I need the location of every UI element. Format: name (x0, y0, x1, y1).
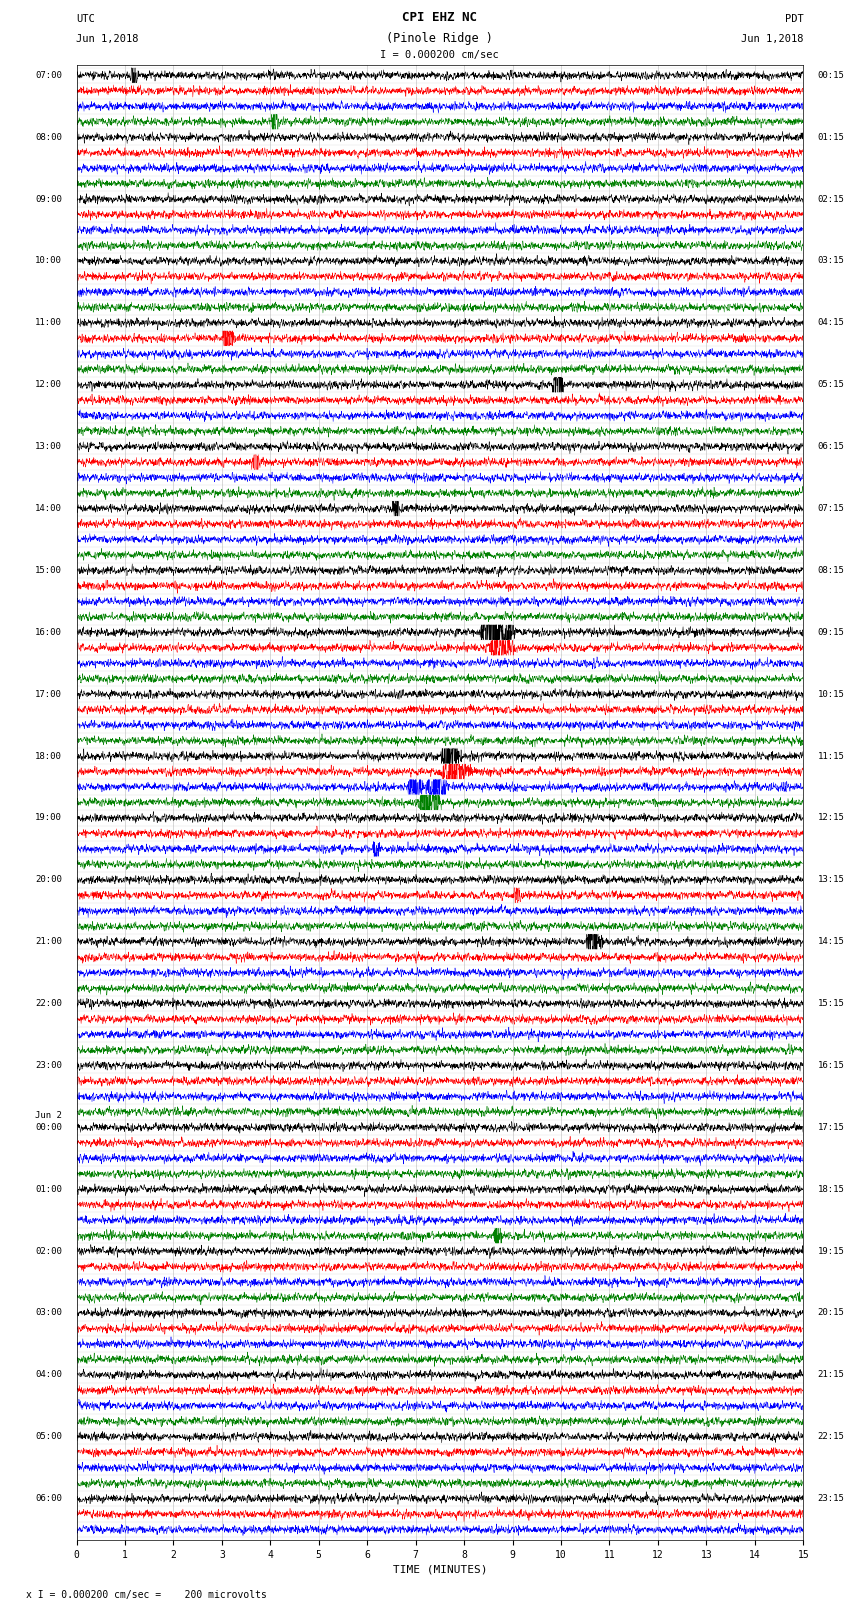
Text: 09:00: 09:00 (35, 195, 62, 203)
Text: 21:15: 21:15 (818, 1371, 845, 1379)
Text: 15:15: 15:15 (818, 998, 845, 1008)
Text: 09:15: 09:15 (818, 627, 845, 637)
Text: 08:15: 08:15 (818, 566, 845, 574)
Text: 20:15: 20:15 (818, 1308, 845, 1318)
Text: 14:00: 14:00 (35, 503, 62, 513)
Text: 23:15: 23:15 (818, 1494, 845, 1503)
Text: 11:00: 11:00 (35, 318, 62, 327)
Text: Jun 2: Jun 2 (35, 1111, 62, 1119)
Text: 16:15: 16:15 (818, 1061, 845, 1069)
Text: 22:00: 22:00 (35, 998, 62, 1008)
Text: 00:15: 00:15 (818, 71, 845, 81)
Text: 18:00: 18:00 (35, 752, 62, 761)
X-axis label: TIME (MINUTES): TIME (MINUTES) (393, 1565, 487, 1574)
Text: 21:00: 21:00 (35, 937, 62, 947)
Text: Jun 1,2018: Jun 1,2018 (740, 34, 803, 44)
Text: 04:00: 04:00 (35, 1371, 62, 1379)
Text: 01:15: 01:15 (818, 132, 845, 142)
Text: 16:00: 16:00 (35, 627, 62, 637)
Text: 15:00: 15:00 (35, 566, 62, 574)
Text: 02:15: 02:15 (818, 195, 845, 203)
Text: Jun 1,2018: Jun 1,2018 (76, 34, 139, 44)
Text: 14:15: 14:15 (818, 937, 845, 947)
Text: 03:00: 03:00 (35, 1308, 62, 1318)
Text: 18:15: 18:15 (818, 1184, 845, 1194)
Text: 05:00: 05:00 (35, 1432, 62, 1442)
Text: 06:15: 06:15 (818, 442, 845, 452)
Text: 07:00: 07:00 (35, 71, 62, 81)
Text: 06:00: 06:00 (35, 1494, 62, 1503)
Text: 05:15: 05:15 (818, 381, 845, 389)
Text: 10:00: 10:00 (35, 256, 62, 266)
Text: PDT: PDT (785, 15, 803, 24)
Text: 11:15: 11:15 (818, 752, 845, 761)
Text: 17:15: 17:15 (818, 1123, 845, 1132)
Text: 19:00: 19:00 (35, 813, 62, 823)
Text: 12:00: 12:00 (35, 381, 62, 389)
Text: (Pinole Ridge ): (Pinole Ridge ) (387, 32, 493, 45)
Text: x I = 0.000200 cm/sec =    200 microvolts: x I = 0.000200 cm/sec = 200 microvolts (26, 1590, 266, 1600)
Text: CPI EHZ NC: CPI EHZ NC (402, 11, 478, 24)
Text: 22:15: 22:15 (818, 1432, 845, 1442)
Text: 13:00: 13:00 (35, 442, 62, 452)
Text: 20:00: 20:00 (35, 876, 62, 884)
Text: 00:00: 00:00 (35, 1123, 62, 1132)
Text: 07:15: 07:15 (818, 503, 845, 513)
Text: 03:15: 03:15 (818, 256, 845, 266)
Text: 13:15: 13:15 (818, 876, 845, 884)
Text: 10:15: 10:15 (818, 690, 845, 698)
Text: 12:15: 12:15 (818, 813, 845, 823)
Text: 02:00: 02:00 (35, 1247, 62, 1255)
Text: 17:00: 17:00 (35, 690, 62, 698)
Text: I = 0.000200 cm/sec: I = 0.000200 cm/sec (381, 50, 499, 60)
Text: 08:00: 08:00 (35, 132, 62, 142)
Text: 04:15: 04:15 (818, 318, 845, 327)
Text: UTC: UTC (76, 15, 95, 24)
Text: 23:00: 23:00 (35, 1061, 62, 1069)
Text: 19:15: 19:15 (818, 1247, 845, 1255)
Text: 01:00: 01:00 (35, 1184, 62, 1194)
